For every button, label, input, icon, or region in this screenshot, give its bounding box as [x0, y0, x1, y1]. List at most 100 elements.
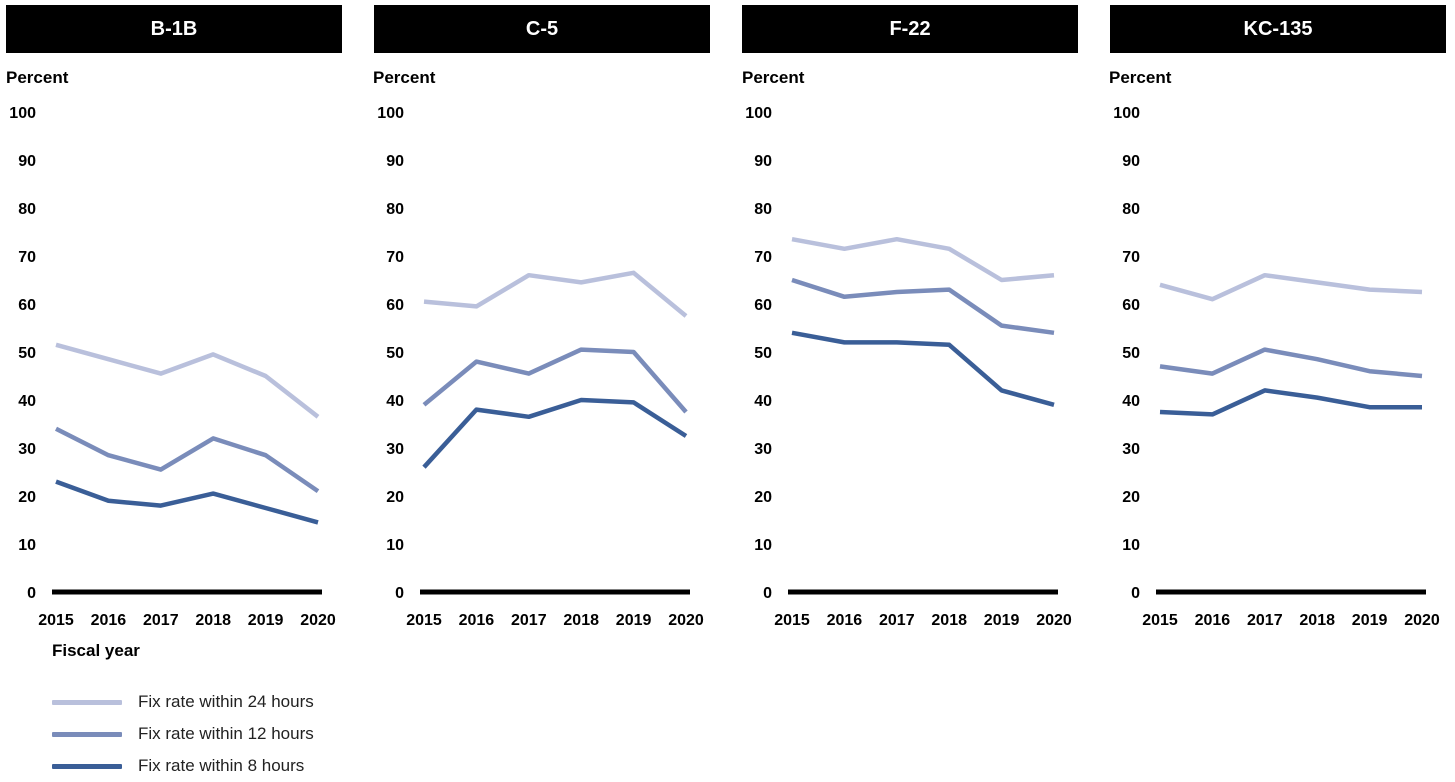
y-axis-title-f22: Percent: [742, 68, 805, 87]
series-line-24h-f22: [791, 236, 1055, 283]
y-tick-label-b1b: 50: [18, 345, 36, 362]
x-tick-label-c5: 2015: [406, 612, 442, 629]
x-tick-label-kc135: 2016: [1195, 612, 1231, 629]
x-tick-label-c5: 2019: [616, 612, 652, 629]
legend-label-8h: Fix rate within 8 hours: [138, 756, 305, 775]
x-tick-label-b1b: 2015: [38, 612, 74, 629]
legend-swatch-24h: [52, 699, 122, 705]
y-tick-label-f22: 60: [754, 297, 772, 314]
y-tick-label-kc135: 50: [1122, 345, 1140, 362]
x-tick-label-kc135: 2015: [1142, 612, 1178, 629]
x-tick-label-c5: 2017: [511, 612, 547, 629]
x-tick-label-b1b: 2020: [300, 612, 336, 629]
panel-title-f22: F-22: [742, 5, 1078, 53]
legend-item-24h: Fix rate within 24 hours: [52, 686, 314, 718]
legend-label-24h: Fix rate within 24 hours: [138, 692, 314, 711]
y-tick-label-f22: 10: [754, 537, 772, 554]
y-tick-label-f22: 40: [754, 393, 772, 410]
y-tick-label-f22: 70: [754, 249, 772, 266]
y-tick-label-b1b: 60: [18, 297, 36, 314]
y-tick-label-kc135: 40: [1122, 393, 1140, 410]
y-tick-label-c5: 40: [386, 393, 404, 410]
y-tick-label-b1b: 100: [9, 105, 36, 122]
x-tick-label-kc135: 2020: [1404, 612, 1440, 629]
y-tick-label-b1b: 90: [18, 153, 36, 170]
y-tick-label-b1b: 10: [18, 537, 36, 554]
y-axis-title-kc135: Percent: [1109, 68, 1172, 87]
x-tick-label-kc135: 2019: [1352, 612, 1388, 629]
series-line-24h-c5: [423, 270, 688, 318]
y-tick-label-b1b: 40: [18, 393, 36, 410]
y-tick-label-c5: 80: [386, 201, 404, 218]
y-tick-label-kc135: 90: [1122, 153, 1140, 170]
x-tick-label-b1b: 2016: [91, 612, 127, 629]
legend-swatch-8h: [52, 763, 122, 769]
y-axis-title-c5: Percent: [373, 68, 436, 87]
series-line-12h-kc135: [1159, 347, 1423, 379]
y-tick-label-b1b: 30: [18, 441, 36, 458]
y-tick-label-c5: 60: [386, 297, 404, 314]
y-tick-label-c5: 0: [395, 585, 404, 602]
y-tick-label-b1b: 80: [18, 201, 36, 218]
x-axis-title: Fiscal year: [52, 641, 140, 660]
x-tick-label-c5: 2018: [563, 612, 599, 629]
series-line-12h-f22: [791, 277, 1055, 336]
legend-label-12h: Fix rate within 12 hours: [138, 724, 314, 743]
y-tick-label-f22: 90: [754, 153, 772, 170]
x-tick-label-b1b: 2019: [248, 612, 284, 629]
y-tick-label-kc135: 70: [1122, 249, 1140, 266]
y-tick-label-c5: 100: [377, 105, 404, 122]
x-tick-label-f22: 2018: [931, 612, 967, 629]
y-tick-label-c5: 20: [386, 489, 404, 506]
series-line-24h-b1b: [55, 342, 320, 419]
series-line-12h-c5: [422, 347, 688, 414]
y-tick-label-kc135: 20: [1122, 489, 1140, 506]
series-line-8h-kc135: [1159, 388, 1422, 417]
panel-title-kc135: KC-135: [1110, 5, 1446, 53]
y-tick-label-kc135: 60: [1122, 297, 1140, 314]
y-tick-label-f22: 0: [763, 585, 772, 602]
y-tick-label-c5: 10: [386, 537, 404, 554]
legend-item-12h: Fix rate within 12 hours: [52, 718, 314, 750]
legend-swatch-12h: [52, 731, 122, 737]
series-line-8h-c5: [422, 397, 688, 469]
legend: Fix rate within 24 hours Fix rate within…: [52, 686, 314, 782]
y-tick-label-f22: 80: [754, 201, 772, 218]
x-tick-label-c5: 2016: [459, 612, 495, 629]
y-tick-label-b1b: 70: [18, 249, 36, 266]
series-line-12h-b1b: [54, 426, 320, 494]
y-tick-label-f22: 100: [745, 105, 772, 122]
y-tick-label-b1b: 0: [27, 585, 36, 602]
x-tick-label-f22: 2015: [774, 612, 810, 629]
x-tick-label-f22: 2017: [879, 612, 915, 629]
y-tick-label-c5: 30: [386, 441, 404, 458]
series-line-8h-b1b: [55, 479, 319, 525]
x-tick-label-kc135: 2017: [1247, 612, 1283, 629]
x-tick-label-f22: 2020: [1036, 612, 1072, 629]
y-tick-label-c5: 70: [386, 249, 404, 266]
x-tick-label-f22: 2016: [827, 612, 863, 629]
panel-title-c5: C-5: [374, 5, 710, 53]
y-tick-label-kc135: 80: [1122, 201, 1140, 218]
y-tick-label-kc135: 30: [1122, 441, 1140, 458]
y-tick-label-f22: 20: [754, 489, 772, 506]
panel-title-b1b: B-1B: [6, 5, 342, 53]
x-tick-label-f22: 2019: [984, 612, 1020, 629]
y-tick-label-b1b: 20: [18, 489, 36, 506]
y-tick-label-c5: 90: [386, 153, 404, 170]
y-axis-title-b1b: Percent: [6, 68, 69, 87]
y-tick-label-kc135: 10: [1122, 537, 1140, 554]
x-tick-label-kc135: 2018: [1299, 612, 1335, 629]
x-tick-label-b1b: 2017: [143, 612, 179, 629]
series-line-24h-kc135: [1159, 272, 1423, 302]
y-tick-label-f22: 30: [754, 441, 772, 458]
x-tick-label-b1b: 2018: [195, 612, 231, 629]
y-tick-label-kc135: 0: [1131, 585, 1140, 602]
x-tick-label-c5: 2020: [668, 612, 704, 629]
series-line-8h-f22: [791, 330, 1055, 407]
y-tick-label-f22: 50: [754, 345, 772, 362]
y-tick-label-c5: 50: [386, 345, 404, 362]
legend-item-8h: Fix rate within 8 hours: [52, 750, 314, 782]
y-tick-label-kc135: 100: [1113, 105, 1140, 122]
